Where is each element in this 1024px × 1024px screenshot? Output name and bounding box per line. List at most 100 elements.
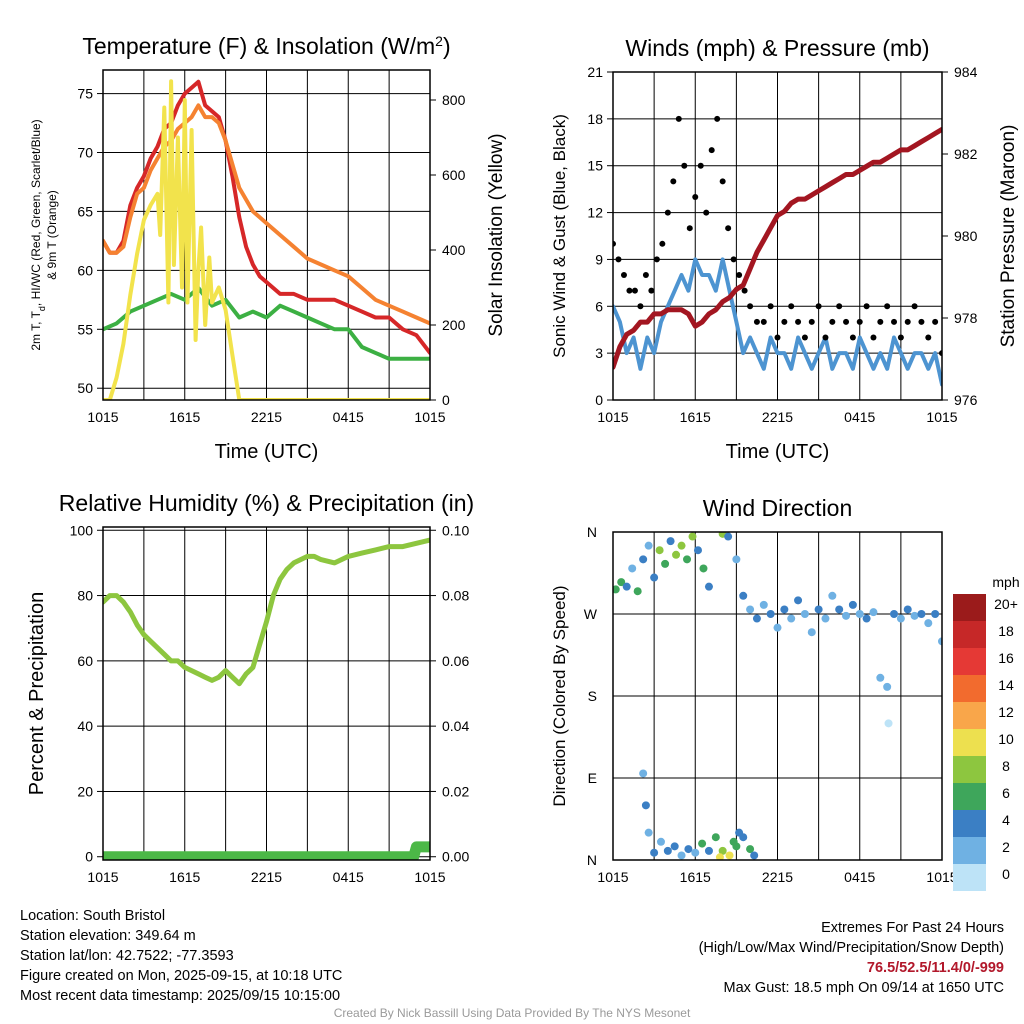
- title-superscript: 2: [435, 33, 443, 49]
- colorbar-tick-label: 6: [1002, 785, 1010, 801]
- direction-point: [715, 853, 724, 860]
- plot-frame: [612, 71, 943, 401]
- direction-point: [644, 541, 653, 550]
- y-tick-label: 60: [77, 653, 93, 669]
- x-tick-label: 0415: [333, 869, 364, 885]
- direction-point: [633, 587, 642, 596]
- y-tick-label: W: [584, 606, 598, 622]
- gust-point: [692, 193, 699, 200]
- station-info: Location: South Bristol Station elevatio…: [20, 906, 342, 1006]
- gust-point: [615, 256, 622, 263]
- y-label-part: , HI/WC (Red, Green, Scarlet/Blue): [29, 119, 43, 306]
- direction-point: [794, 596, 803, 605]
- colorbar-swatch: [953, 702, 986, 729]
- colorbar-swatch: [953, 864, 986, 891]
- gust-point: [736, 272, 743, 279]
- series-line: [103, 537, 430, 687]
- x-tick-label: 1015: [87, 409, 118, 425]
- y-tick-label: 80: [77, 588, 93, 604]
- gust-point: [664, 209, 671, 216]
- elevation-text: Station elevation: 349.64 m: [20, 928, 196, 944]
- y2-tick-label: 976: [954, 392, 978, 408]
- direction-point: [688, 532, 697, 541]
- gust-point: [637, 303, 644, 310]
- direction-point: [931, 610, 940, 618]
- direction-point: [855, 610, 864, 618]
- direction-point: [639, 769, 648, 778]
- direction-point: [650, 848, 659, 857]
- gust-point: [703, 209, 710, 216]
- direction-point: [787, 614, 796, 623]
- direction-point: [711, 833, 720, 842]
- colorbar-swatch: [953, 675, 986, 702]
- colorbar-swatch: [953, 837, 986, 864]
- figure-canvas: Temperature (F) & Insolation (W/m2) 50 55 6…: [26, 33, 1020, 891]
- colorbar-swatch: [953, 621, 986, 648]
- colorbar-label: mph: [992, 574, 1019, 590]
- panel-rh: Relative Humidity (%) & Precipitation (i…: [26, 490, 474, 885]
- gust-point: [620, 272, 627, 279]
- x-tick-label: 1015: [87, 869, 118, 885]
- gust-point: [659, 240, 666, 247]
- y2-tick-label: 984: [954, 64, 978, 80]
- direction-point: [876, 673, 885, 682]
- chart-title: Temperature (F) & Insolation (W/m2): [82, 33, 450, 59]
- y2-axis-label: Solar Insolation (Yellow): [486, 133, 507, 336]
- direction-point: [672, 550, 681, 559]
- y-tick-label: 65: [77, 203, 93, 219]
- direction-point: [746, 605, 755, 614]
- gust-point: [648, 287, 655, 294]
- direction-point: [641, 801, 650, 810]
- y-tick-label: 55: [77, 321, 93, 337]
- gust-point: [760, 318, 767, 325]
- max-gust-text: Max Gust: 18.5 mph On 09/14 at 1650 UTC: [723, 980, 1004, 996]
- gust-point: [843, 318, 850, 325]
- gust-point: [774, 334, 781, 341]
- gust-point: [697, 162, 704, 169]
- x-tick-label: 2215: [251, 409, 282, 425]
- y-axis-label: Percent & Precipitation: [26, 592, 48, 795]
- colorbar-tick-label: 10: [998, 731, 1014, 747]
- direction-point: [677, 851, 686, 860]
- gust-point: [911, 303, 918, 310]
- x-tick-label: 1615: [680, 869, 711, 885]
- gust-point: [653, 256, 660, 263]
- direction-point: [729, 837, 738, 846]
- y2-tick-label: 200: [442, 317, 466, 333]
- y-tick-label: 70: [77, 145, 93, 161]
- gust-point: [767, 303, 774, 310]
- direction-point: [735, 828, 744, 837]
- chart-title: Wind Direction: [703, 495, 853, 521]
- direction-point: [896, 614, 905, 623]
- direction-point: [883, 682, 892, 691]
- direction-point: [835, 605, 844, 614]
- x-tick-label: 1015: [597, 869, 628, 885]
- title-end: ): [443, 33, 451, 59]
- y-tick-label: 18: [587, 111, 603, 127]
- gust-point: [822, 334, 829, 341]
- direction-point: [724, 532, 733, 541]
- direction-point: [650, 573, 659, 582]
- plot-area: [103, 537, 430, 860]
- direction-point: [773, 623, 782, 632]
- direction-point: [848, 600, 857, 609]
- y2-tick-label: 0.10: [442, 522, 469, 538]
- x-tick-label: 1615: [169, 409, 200, 425]
- x-tick-label: 0415: [844, 409, 875, 425]
- y2-tick-label: 0.08: [442, 588, 469, 604]
- gust-point: [753, 318, 760, 325]
- extremes-subtitle: (High/Low/Max Wind/Precipitation/Snow De…: [698, 940, 1004, 956]
- y-tick-label: 6: [595, 298, 603, 314]
- gust-point: [884, 303, 891, 310]
- gust-point: [714, 115, 721, 122]
- y-tick-label: N: [587, 524, 597, 540]
- x-tick-label: 2215: [762, 869, 793, 885]
- gust-point: [897, 334, 904, 341]
- direction-point: [903, 605, 912, 614]
- direction-point: [750, 851, 759, 860]
- direction-point: [683, 555, 692, 564]
- series-line: [103, 841, 430, 860]
- y-axis-label: 2m T, Td, HI/WC (Red, Green, Scarlet/Blu…: [29, 119, 47, 350]
- gust-point: [681, 162, 688, 169]
- location-text: Location: South Bristol: [20, 908, 166, 924]
